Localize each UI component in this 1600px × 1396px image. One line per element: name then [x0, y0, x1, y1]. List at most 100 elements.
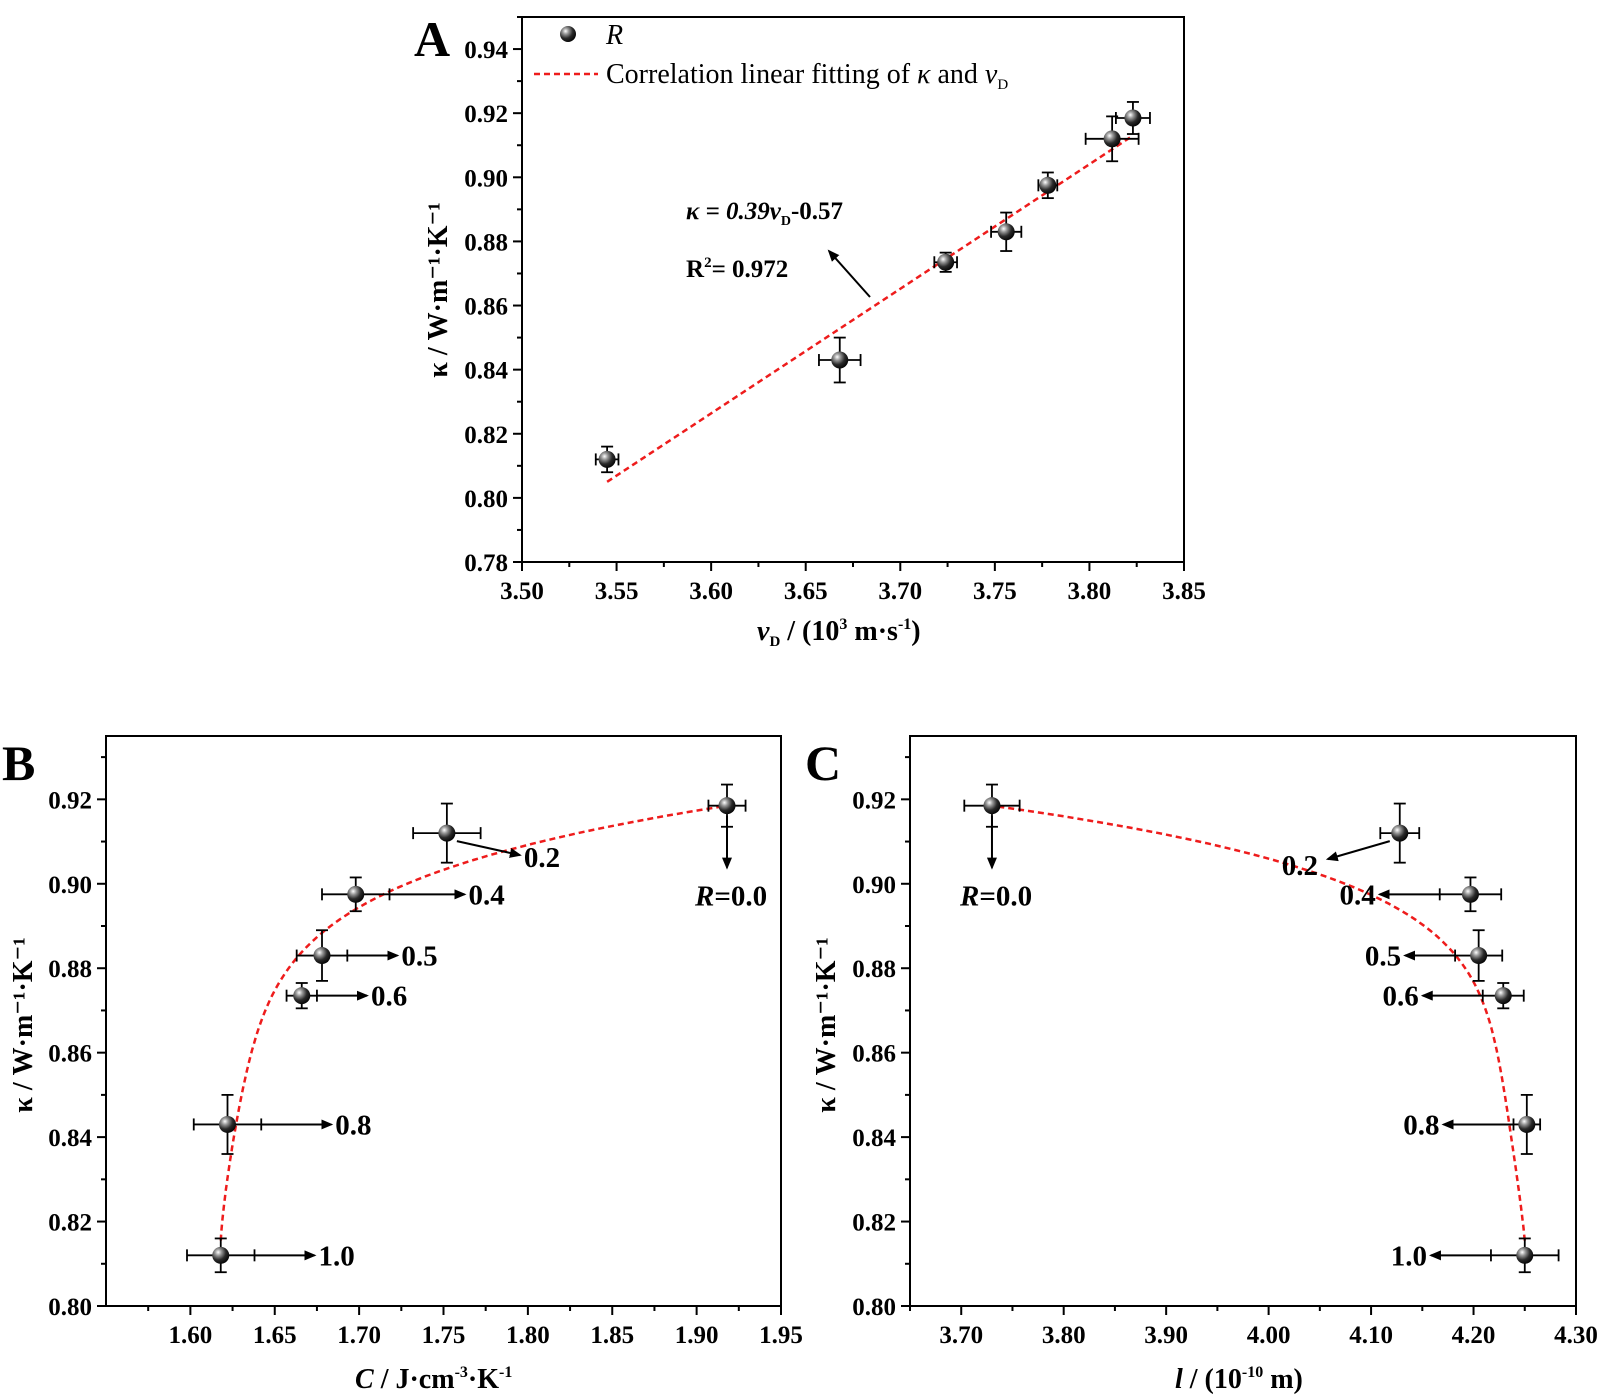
y-tick-label: 0.80	[852, 1294, 896, 1321]
x-tick-label: 3.55	[595, 578, 639, 605]
point-marker	[1103, 130, 1121, 148]
panel-a-letter: A	[414, 11, 450, 67]
y-tick-label: 0.86	[852, 1041, 896, 1068]
point-marker	[1124, 109, 1142, 127]
x-tick-label: 1.60	[169, 1322, 213, 1349]
data-point	[1379, 802, 1421, 864]
y-tick-label: 0.82	[852, 1210, 896, 1237]
data-point	[594, 445, 620, 474]
x-tick-label: 1.85	[590, 1322, 634, 1349]
point-marker	[718, 797, 736, 815]
data-point	[1438, 876, 1503, 913]
data-point	[818, 336, 862, 384]
point-label: 0.6	[1383, 981, 1419, 1013]
data-point	[1084, 115, 1140, 163]
panel-b-frame	[105, 735, 782, 1307]
y-tick-label: 0.84	[464, 358, 508, 385]
x-tick-label: 3.80	[1068, 578, 1112, 605]
y-tick-label: 0.82	[464, 422, 508, 449]
fit-equation: κ = 0.39vD-0.57	[686, 198, 843, 229]
point-label: 0.4	[469, 879, 505, 911]
panel-b-x-title: C / J·cm-3·K-1	[355, 1364, 512, 1395]
legend-series-label: R	[605, 20, 623, 51]
point-marker	[293, 987, 311, 1005]
y-tick-label: 0.90	[852, 872, 896, 899]
y-tick-label: 0.84	[48, 1125, 92, 1152]
data-point	[1481, 982, 1525, 1010]
point-label: 0.6	[371, 981, 407, 1013]
point-label: 0.2	[524, 842, 560, 874]
x-tick-label: 4.20	[1452, 1322, 1496, 1349]
annotation-arrow	[827, 249, 871, 298]
panel-c-x-title: l / (10-10 m)	[1175, 1364, 1303, 1395]
point-label: 1.0	[1391, 1240, 1427, 1272]
x-tick-label: 1.65	[253, 1322, 297, 1349]
data-point	[1115, 101, 1151, 135]
point-marker	[438, 824, 456, 842]
x-tick-label: 4.10	[1349, 1322, 1393, 1349]
point-label: 0.8	[1403, 1109, 1439, 1141]
x-tick-label: 4.30	[1554, 1322, 1598, 1349]
x-tick-label: 1.80	[506, 1322, 550, 1349]
y-tick-label: 0.88	[852, 956, 896, 983]
legend-marker	[560, 26, 576, 42]
point-label: 0.2	[1282, 850, 1318, 882]
y-tick-label: 0.78	[464, 550, 508, 577]
panel-b-y-title: κ / W·m⁻¹·K⁻¹	[8, 937, 39, 1112]
panel-c-y-title: κ / W·m⁻¹·K⁻¹	[811, 937, 842, 1112]
panel-b-x-ticks: 1.60 1.65 1.70 1.75 1.80 1.85 1.90 1.95	[147, 1306, 803, 1349]
x-tick-label: 3.50	[500, 578, 544, 605]
panel-a: A 0.78 0.80 0.82 0.84 0.86 0.88 0.90 0.92 0.94 3…	[414, 11, 1206, 650]
panel-b-points	[186, 783, 747, 1274]
y-tick-label: 0.92	[464, 101, 508, 128]
data-point	[412, 802, 482, 864]
label-arrow	[1325, 840, 1391, 862]
x-tick-label: 1.70	[337, 1322, 381, 1349]
y-tick-label: 0.86	[48, 1041, 92, 1068]
point-marker	[1470, 947, 1488, 965]
point-marker	[598, 450, 616, 468]
label-arrow	[456, 840, 522, 858]
point-marker	[1494, 987, 1512, 1005]
panel-c-letter: C	[805, 735, 841, 791]
panel-a-legend: R Correlation linear fitting of κ and vD	[534, 20, 1008, 93]
data-point	[192, 1093, 263, 1155]
data-point	[1454, 929, 1504, 982]
point-marker	[212, 1246, 230, 1264]
point-marker	[347, 885, 365, 903]
panel-a-annotation: κ = 0.39vD-0.57 R2= 0.972	[686, 198, 871, 298]
x-tick-label: 4.00	[1247, 1322, 1291, 1349]
point-marker	[997, 223, 1015, 241]
data-point	[321, 876, 391, 913]
data-point	[295, 929, 349, 982]
y-tick-label: 0.88	[48, 956, 92, 983]
point-marker	[1516, 1246, 1534, 1264]
data-point	[990, 211, 1023, 252]
y-tick-label: 0.86	[464, 294, 508, 321]
point-marker	[1039, 176, 1057, 194]
point-marker	[937, 253, 955, 271]
x-tick-label: 3.60	[689, 578, 733, 605]
panel-a-x-title: vD / (103 m·s-1)	[757, 616, 921, 650]
y-tick-label: 0.92	[852, 787, 896, 814]
legend-fit-label: Correlation linear fitting of κ and vD	[606, 59, 1008, 93]
point-label: R=0.0	[959, 881, 1032, 913]
panel-c-frame	[909, 735, 1577, 1307]
x-tick-label: 1.95	[759, 1322, 803, 1349]
point-marker	[313, 947, 331, 965]
x-tick-label: 3.90	[1144, 1322, 1188, 1349]
y-tick-label: 0.90	[48, 872, 92, 899]
x-tick-label: 3.70	[939, 1322, 983, 1349]
point-marker	[1461, 885, 1479, 903]
fit-curve	[991, 804, 1527, 1241]
r-squared: R2= 0.972	[686, 255, 788, 283]
point-marker	[1391, 824, 1409, 842]
x-tick-label: 3.75	[973, 578, 1017, 605]
panel-c-points	[963, 783, 1560, 1274]
point-marker	[983, 797, 1001, 815]
x-tick-label: 1.90	[675, 1322, 719, 1349]
panel-c-point-labels: R=0.0 0.2 0.4 0.5 0.6 0.8 1.0	[959, 815, 1514, 1272]
panel-b-fit-curve	[219, 804, 728, 1241]
point-label: 0.8	[335, 1109, 371, 1141]
